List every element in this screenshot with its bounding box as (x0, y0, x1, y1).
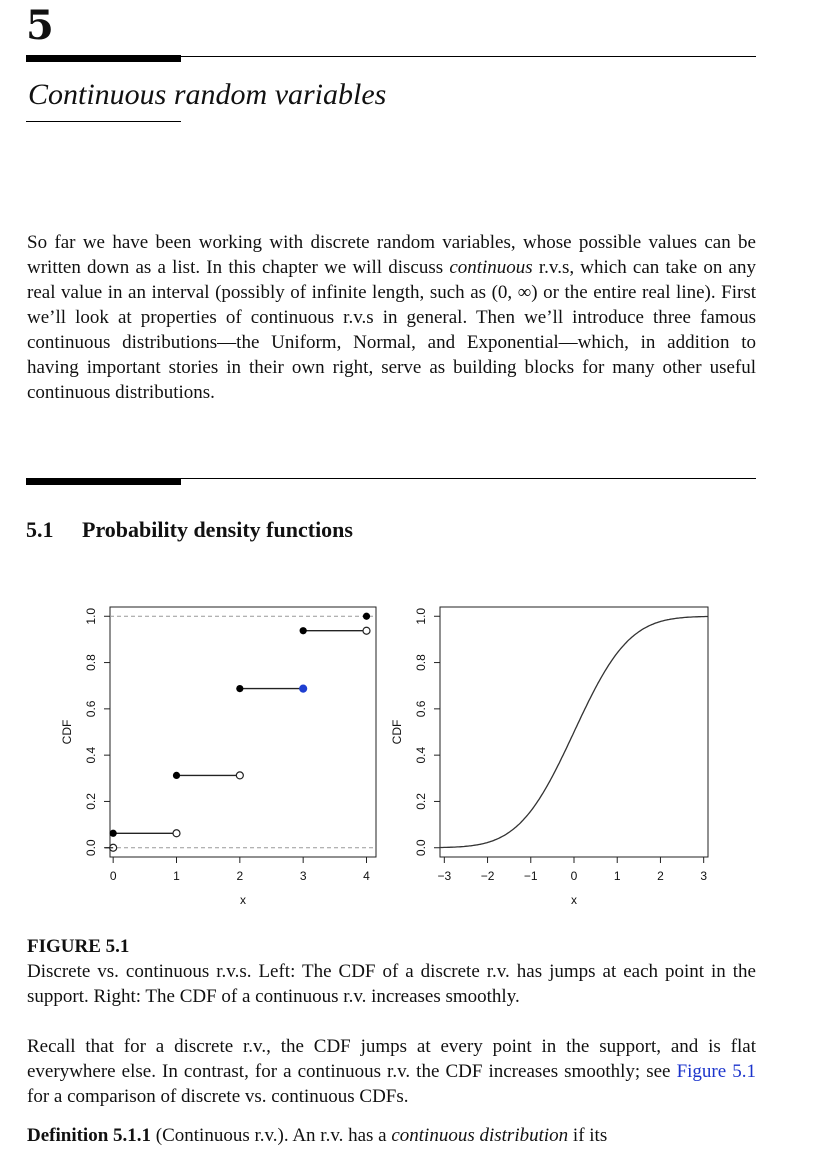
open-point (299, 684, 308, 693)
figure-5-1: 0.0 0.2 0.4 0.6 0.8 1.0 0 1 2 3 4 x CDF 0.0 0.2 0.4 0.6 0… (60, 606, 709, 907)
intro-text-2: r.v.s, which can take on any real value … (27, 257, 756, 403)
y-tick-label: 1.0 (414, 608, 428, 625)
open-point (362, 626, 371, 635)
intro-paragraph: So far we have been working with discret… (27, 230, 756, 405)
y-tick-label: 0.8 (84, 654, 98, 671)
section-rule-thick (26, 478, 181, 485)
x-tick-label: 3 (300, 869, 307, 883)
para2-text-1: Recall that for a discrete r.v., the CDF… (27, 1036, 756, 1082)
x-tick-label: 1 (173, 869, 180, 883)
figure-label: FIGURE 5.1 (27, 936, 130, 957)
filled-point (299, 627, 307, 635)
y-tick-label: 0.2 (84, 793, 98, 810)
intro-italic: continuous (449, 257, 533, 278)
open-point (172, 829, 181, 838)
figure-caption: Discrete vs. continuous r.v.s. Left: The… (27, 961, 756, 1007)
x-tick-label: 2 (236, 869, 243, 883)
definition-label: Definition 5.1.1 (27, 1125, 152, 1146)
figure-link[interactable]: Figure 5.1 (676, 1061, 756, 1082)
definition: Definition 5.1.1 (Continuous r.v.). An r… (27, 1123, 756, 1148)
x-tick-label: −2 (481, 869, 495, 883)
x-tick-label: 2 (657, 869, 664, 883)
y-tick-label: 0.0 (414, 839, 428, 856)
intro-text-1: So far we have been working with discret… (27, 232, 756, 278)
x-tick-label: 3 (700, 869, 707, 883)
y-axis-label: CDF (390, 720, 404, 745)
definition-name: (Continuous r.v.). (151, 1125, 293, 1146)
body-paragraph: Recall that for a discrete r.v., the CDF… (27, 1034, 756, 1109)
section-title: Probability density functions (82, 517, 353, 542)
x-axis-label: x (571, 893, 577, 907)
chapter-title: Continuous random variables (28, 78, 387, 111)
section-heading: 5.1 Probability density functions (26, 516, 353, 544)
y-tick-label: 0.2 (414, 793, 428, 810)
section-rule (26, 478, 756, 479)
chapter-number: 5 (26, 2, 54, 49)
filled-point (109, 829, 117, 837)
cdf-curve (440, 615, 708, 849)
definition-text-1: An r.v. has a (292, 1125, 392, 1146)
x-axis-label: x (240, 893, 246, 907)
section-number: 5.1 (26, 517, 54, 542)
filled-point (172, 771, 181, 780)
definition-italic: continuous distribution (391, 1125, 569, 1146)
x-tick-label: −1 (524, 869, 538, 883)
y-tick-label: 0.6 (84, 700, 98, 717)
x-tick-label: 1 (614, 869, 621, 883)
title-underline (26, 121, 181, 122)
x-tick-label: 0 (110, 869, 117, 883)
y-tick-label: 0.0 (84, 839, 98, 856)
para2-text-2: for a comparison of discrete vs. continu… (27, 1086, 409, 1107)
filled-point (236, 684, 244, 693)
y-tick-label: 0.4 (84, 746, 98, 763)
filled-point (362, 612, 371, 620)
y-tick-label: 0.8 (414, 654, 428, 671)
y-tick-label: 0.6 (414, 700, 428, 717)
y-tick-label: 0.4 (414, 746, 428, 763)
y-tick-label: 1.0 (84, 608, 98, 625)
open-point (235, 771, 244, 780)
plot-frame-1 (109, 606, 377, 858)
x-tick-label: 4 (363, 869, 370, 883)
y-axis-label: CDF (60, 720, 74, 745)
chapter-rule (26, 56, 756, 57)
definition-text-2: if its (568, 1125, 608, 1146)
x-tick-label: −3 (437, 869, 451, 883)
x-tick-label: 0 (571, 869, 578, 883)
chapter-rule-thick (26, 55, 181, 62)
